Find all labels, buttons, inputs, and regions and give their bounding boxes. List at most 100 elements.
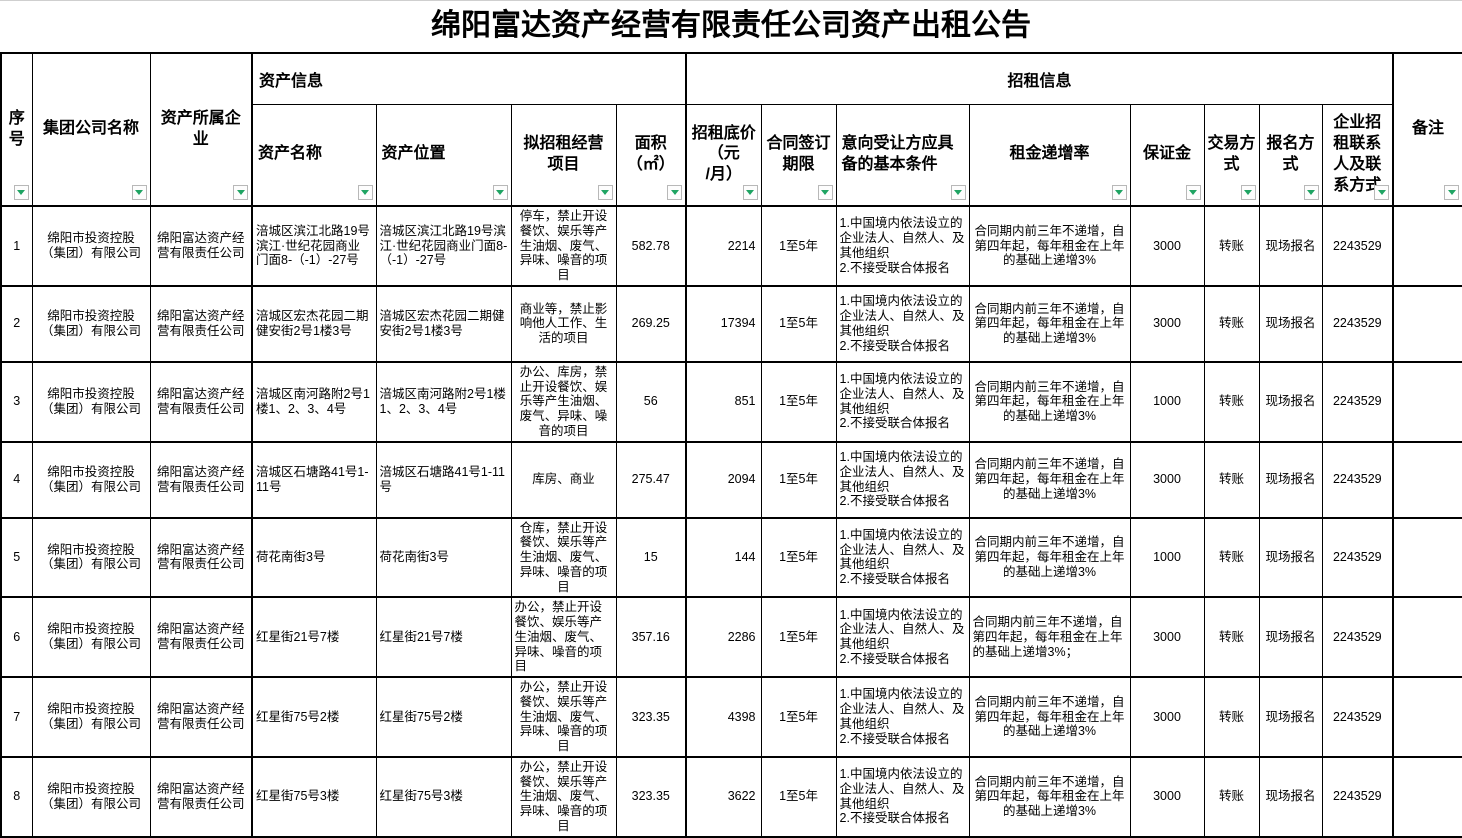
filter-dropdown-button[interactable] — [1374, 185, 1390, 200]
col-header-business-project: 拟招租经营 项目 — [510, 103, 617, 207]
filter-dropdown-icon — [1447, 190, 1456, 195]
filter-dropdown-button[interactable] — [1444, 185, 1460, 200]
transaction-method-cell: 转账 — [1203, 596, 1260, 678]
group-company-cell: 绵阳市投资控股（集团）有限公司 — [31, 440, 151, 518]
filter-dropdown-button[interactable] — [950, 185, 966, 200]
filter-dropdown-icon — [670, 190, 679, 195]
filter-dropdown-icon — [746, 190, 755, 195]
group-company-cell: 绵阳市投资控股（集团）有限公司 — [31, 284, 151, 363]
base-price-cell: 3622 — [685, 755, 762, 837]
business-project-cell: 库房、商业 — [510, 440, 617, 518]
contract-term-cell: 1至5年 — [760, 755, 837, 837]
col-header-label: 保证金 — [1143, 145, 1192, 163]
col-header-transaction-method: 交易方 式 — [1203, 103, 1260, 207]
contact-cell: 2243529 — [1321, 205, 1394, 287]
group-company-cell: 绵阳市投资控股（集团）有限公司 — [31, 360, 151, 442]
filter-dropdown-button[interactable] — [357, 185, 373, 200]
transaction-method-cell: 转账 — [1203, 676, 1260, 758]
filter-dropdown-button[interactable] — [492, 185, 508, 200]
asset-location-cell: 荷花南街3号 — [375, 516, 512, 598]
owner-company-cell: 绵阳富达资产经营有限责任公司 — [149, 205, 253, 287]
area-cell: 56 — [615, 360, 687, 442]
filter-dropdown-button[interactable] — [667, 185, 683, 200]
contract-term-cell: 1至5年 — [760, 676, 837, 758]
col-header-contact: 企业招 租联系 人及联 系方式 — [1321, 103, 1394, 207]
filter-dropdown-button[interactable] — [13, 185, 29, 200]
asset-location-cell: 涪城区宏杰花园二期健安街2号1楼3号 — [375, 284, 512, 363]
col-header-area: 面积 （㎡） — [615, 103, 687, 207]
rent-increase-cell: 合同期内前三年不递增，自第四年起，每年租金在上年的基础上递增3% — [968, 440, 1131, 518]
col-header-label: 合同签订 期限 — [766, 134, 831, 173]
conditions-cell: 1.中国境内依法设立的企业法人、自然人、及其他组织 2.不接受联合体报名 — [835, 516, 970, 598]
group-company-cell: 绵阳市投资控股（集团）有限公司 — [31, 676, 151, 758]
base-price-cell: 4398 — [685, 676, 762, 758]
contact-cell: 2243529 — [1321, 676, 1394, 758]
contract-term-cell: 1至5年 — [760, 440, 837, 518]
contact-cell: 2243529 — [1321, 440, 1394, 518]
col-header-asset-name: 资产名称 — [251, 103, 377, 207]
filter-dropdown-icon — [1189, 190, 1198, 195]
contract-term-cell: 1至5年 — [760, 284, 837, 363]
col-header-label: 资产位置 — [381, 145, 446, 163]
owner-company-cell: 绵阳富达资产经营有限责任公司 — [149, 440, 253, 518]
remarks-cell — [1392, 440, 1462, 518]
filter-dropdown-button[interactable] — [233, 185, 248, 200]
asset-location-cell: 涪城区滨江北路19号滨江·世纪花园商业门面8-（-1）-27号 — [375, 205, 512, 287]
rent-increase-cell: 合同期内前三年不递增，自第四年起，每年租金在上年的基础上递增3% — [968, 755, 1131, 837]
col-header-label: 集团公司名称 — [42, 120, 139, 138]
col-header-label: 租金递增率 — [1009, 145, 1090, 163]
filter-dropdown-button[interactable] — [1240, 185, 1256, 200]
business-project-cell: 办公，禁止开设餐饮、娱乐等产生油烟、废气、异味、噪音的项目 — [510, 676, 617, 758]
area-cell: 269.25 — [615, 284, 687, 363]
filter-dropdown-button[interactable] — [817, 185, 833, 200]
filter-dropdown-icon — [1307, 190, 1316, 195]
remarks-cell — [1392, 755, 1462, 837]
area-cell: 275.47 — [615, 440, 687, 518]
rent-increase-cell: 合同期内前三年不递增，自第四年起，每年租金在上年的基础上递增3% — [968, 205, 1131, 287]
deposit-cell: 3000 — [1129, 596, 1205, 678]
business-project-cell: 办公，禁止开设餐饮、娱乐等产生油烟、废气、异味、噪音的项目 — [510, 596, 617, 678]
filter-dropdown-button[interactable] — [1185, 185, 1201, 200]
row-seq-cell: 8 — [0, 755, 33, 837]
col-header-rent-increase: 租金递增率 — [968, 103, 1131, 207]
table-row: 3 绵阳市投资控股（集团）有限公司 绵阳富达资产经营有限责任公司 涪城区南河路附… — [0, 360, 1462, 442]
table-body: 1 绵阳市投资控股（集团）有限公司 绵阳富达资产经营有限责任公司 涪城区滨江北路… — [0, 205, 1462, 837]
registration-method-cell: 现场报名 — [1258, 205, 1323, 287]
conditions-cell: 1.中国境内依法设立的企业法人、自然人、及其他组织 2.不接受联合体报名 — [835, 284, 970, 363]
area-cell: 323.35 — [615, 676, 687, 758]
conditions-cell: 1.中国境内依法设立的企业法人、自然人、及其他组织 2.不接受联合体报名 — [835, 360, 970, 442]
group-header-rental-info: 招租信息 — [685, 52, 1394, 105]
registration-method-cell: 现场报名 — [1258, 755, 1323, 837]
transaction-method-cell: 转账 — [1203, 516, 1260, 598]
owner-company-cell: 绵阳富达资产经营有限责任公司 — [149, 284, 253, 363]
base-price-cell: 2094 — [685, 440, 762, 518]
remarks-cell — [1392, 284, 1462, 363]
registration-method-cell: 现场报名 — [1258, 516, 1323, 598]
filter-dropdown-button[interactable] — [131, 185, 147, 200]
remarks-cell — [1392, 676, 1462, 758]
col-header-label: 意向受让方应具 备的基本条件 — [841, 134, 954, 173]
filter-dropdown-icon — [361, 190, 369, 195]
filter-dropdown-button[interactable] — [1303, 185, 1319, 200]
table-row: 2 绵阳市投资控股（集团）有限公司 绵阳富达资产经营有限责任公司 涪城区宏杰花园… — [0, 284, 1462, 363]
transaction-method-cell: 转账 — [1203, 205, 1260, 287]
asset-location-cell: 红星街21号7楼 — [375, 596, 512, 678]
row-seq-cell: 2 — [0, 284, 33, 363]
asset-name-cell: 涪城区南河路附2号1楼1、2、3、4号 — [251, 360, 377, 442]
transaction-method-cell: 转账 — [1203, 360, 1260, 442]
registration-method-cell: 现场报名 — [1258, 360, 1323, 442]
asset-location-cell: 涪城区南河路附2号1楼1、2、3、4号 — [375, 360, 512, 442]
row-seq-cell: 5 — [0, 516, 33, 598]
filter-dropdown-button[interactable] — [742, 185, 758, 200]
registration-method-cell: 现场报名 — [1258, 284, 1323, 363]
filter-dropdown-button[interactable] — [1111, 185, 1127, 200]
deposit-cell: 3000 — [1129, 755, 1205, 837]
conditions-cell: 1.中国境内依法设立的企业法人、自然人、及其他组织 2.不接受联合体报名 — [835, 676, 970, 758]
remarks-cell — [1392, 516, 1462, 598]
row-seq-cell: 4 — [0, 440, 33, 518]
filter-dropdown-button[interactable] — [597, 185, 613, 200]
col-header-base-price: 招租底价 （元 /月） — [685, 103, 762, 207]
rent-increase-cell: 合同期内前三年不递增，自第四年起，每年租金在上年的基础上递增3% — [968, 516, 1131, 598]
col-header-label: 交易方 式 — [1207, 134, 1256, 173]
